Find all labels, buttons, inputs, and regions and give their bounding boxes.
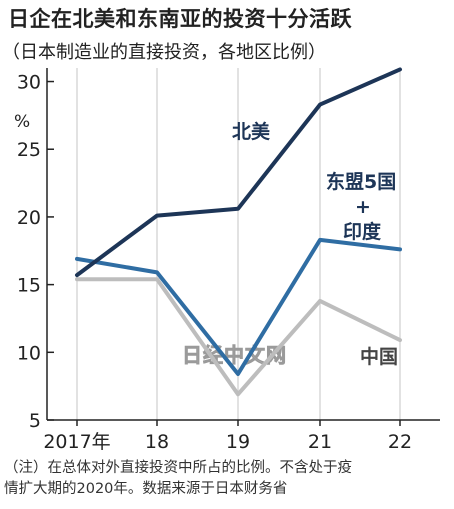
- y-tick-labels: 5 10 15 20 25 30: [17, 72, 41, 432]
- series-line-china: [75, 277, 402, 397]
- label-north-america: 北美: [232, 120, 271, 143]
- y-tick-label-15: 15: [17, 275, 41, 297]
- series-lines: [75, 67, 402, 397]
- watermark: 日经中文网: [182, 343, 287, 367]
- series-line-north-america: [75, 67, 402, 278]
- axes: [46, 68, 440, 426]
- footnote-line-2: 情扩大期的2020年。数据来源于日本财务省: [4, 481, 288, 497]
- x-tick-label-2: 19: [226, 431, 250, 453]
- x-tick-label-1: 18: [145, 431, 169, 453]
- label-asean-line2: 印度: [343, 220, 382, 243]
- line-chart: 5 10 15 20 25 30 2017年 18 19 21 22 % 日经中文网 北美 东盟5…: [14, 67, 440, 453]
- chart-title: 日企在北美和东南亚的投资十分活跃: [8, 7, 352, 31]
- y-tick-label-25: 25: [17, 139, 41, 161]
- footnote-line-1: （注）在总体对外直接投资中所占的比例。不含处于疫: [4, 460, 352, 476]
- grid-lines: [76, 68, 401, 420]
- x-tick-label-3: 21: [308, 431, 332, 453]
- label-asean-line1: 东盟5国: [326, 170, 396, 193]
- footnote: （注）在总体对外直接投资中所占的比例。不含处于疫 情扩大期的2020年。数据来源…: [4, 458, 450, 500]
- y-tick-label-10: 10: [17, 342, 41, 364]
- chart-subtitle: （日本制造业的直接投资，各地区比例）: [2, 42, 326, 63]
- series-line-asean-india: [75, 237, 402, 376]
- x-tick-labels: 2017年 18 19 21 22: [43, 431, 412, 453]
- label-china: 中国: [360, 345, 398, 368]
- y-tick-label-5: 5: [29, 410, 41, 432]
- y-tick-label-20: 20: [17, 207, 41, 229]
- label-asean-plus: +: [355, 196, 371, 218]
- x-tick-label-4: 22: [388, 431, 412, 453]
- x-tick-label-0: 2017年: [43, 431, 110, 453]
- y-tick-label-30: 30: [17, 72, 41, 94]
- y-unit-label: %: [14, 112, 30, 132]
